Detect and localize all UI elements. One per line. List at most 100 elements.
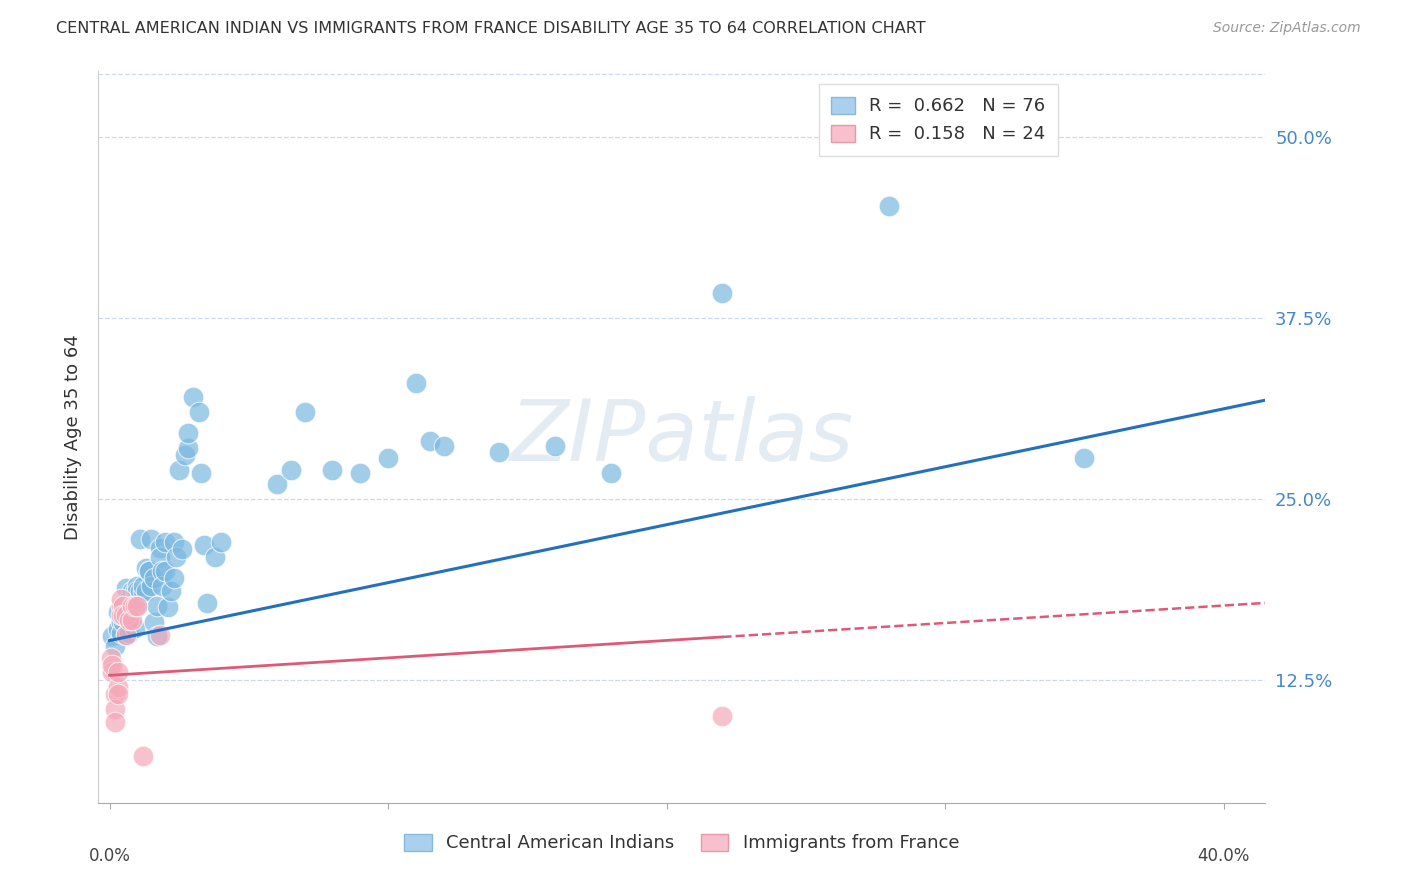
Point	[138, 564, 160, 578]
Point	[112, 607, 135, 622]
Text: Source: ZipAtlas.com: Source: ZipAtlas.com	[1213, 21, 1361, 36]
Point	[488, 445, 510, 459]
Point	[377, 451, 399, 466]
Point	[1073, 451, 1095, 466]
Point	[138, 564, 160, 578]
Point	[104, 701, 127, 715]
Point	[157, 600, 180, 615]
Point	[107, 687, 129, 701]
Text: 0.158: 0.158	[820, 136, 876, 153]
Text: 24: 24	[946, 136, 970, 153]
Point	[110, 607, 132, 622]
Point	[112, 615, 135, 629]
Point	[280, 463, 302, 477]
Point	[209, 535, 232, 549]
Point	[195, 596, 218, 610]
Point	[544, 440, 567, 454]
Point	[101, 665, 124, 680]
Point	[155, 564, 177, 578]
Text: CENTRAL AMERICAN INDIAN VS IMMIGRANTS FROM FRANCE DISABILITY AGE 35 TO 64 CORREL: CENTRAL AMERICAN INDIAN VS IMMIGRANTS FR…	[56, 21, 927, 37]
Point	[181, 390, 204, 404]
Point	[121, 584, 143, 599]
Point	[266, 477, 288, 491]
Point	[118, 613, 141, 627]
Text: 0.662: 0.662	[820, 104, 876, 122]
Point	[101, 658, 124, 673]
Point	[349, 466, 371, 480]
Point	[110, 591, 132, 606]
Point	[118, 591, 141, 606]
Point	[107, 665, 129, 680]
Point	[127, 578, 149, 592]
Point	[143, 571, 166, 585]
Point	[152, 578, 174, 592]
Point	[132, 584, 155, 599]
Point	[115, 628, 138, 642]
Point	[165, 549, 187, 564]
Point	[204, 549, 226, 564]
Point	[112, 607, 135, 622]
Point	[155, 535, 177, 549]
Point	[149, 628, 172, 642]
Point	[115, 582, 138, 596]
Point	[176, 441, 198, 455]
Y-axis label: Disability Age 35 to 64: Disability Age 35 to 64	[63, 334, 82, 540]
Point	[132, 749, 155, 764]
Point	[121, 613, 143, 627]
Point	[149, 549, 172, 564]
Point	[110, 626, 132, 640]
Point	[419, 434, 441, 448]
Text: ZIPatlas: ZIPatlas	[510, 395, 853, 479]
Point	[176, 426, 198, 441]
Point	[141, 578, 163, 592]
Point	[167, 463, 190, 477]
Point	[127, 599, 149, 613]
Point	[170, 542, 193, 557]
Point	[104, 687, 127, 701]
Point	[112, 599, 135, 613]
Point	[115, 607, 138, 622]
Point	[129, 584, 152, 599]
Point	[127, 599, 149, 613]
Point	[146, 629, 169, 643]
Point	[193, 538, 215, 552]
Point	[107, 680, 129, 694]
Point	[160, 584, 183, 599]
Point	[107, 605, 129, 619]
Point	[121, 599, 143, 613]
Point	[187, 405, 209, 419]
Point	[127, 584, 149, 599]
Point	[107, 622, 129, 636]
Point	[110, 615, 132, 629]
Point	[104, 714, 127, 729]
Text: 0.0%: 0.0%	[89, 847, 131, 864]
Point	[162, 571, 184, 585]
Point	[149, 541, 172, 555]
Point	[118, 626, 141, 640]
Point	[132, 578, 155, 592]
Text: 76: 76	[946, 104, 970, 122]
Point	[110, 599, 132, 613]
Point	[152, 564, 174, 578]
Point	[100, 651, 122, 665]
Point	[121, 599, 143, 613]
Point	[599, 466, 621, 480]
Point	[879, 199, 901, 213]
Point	[115, 628, 138, 642]
Point	[101, 629, 124, 643]
Point	[124, 584, 146, 599]
Point	[118, 599, 141, 613]
Point	[405, 376, 427, 390]
Point	[135, 584, 157, 599]
Point	[321, 463, 343, 477]
Point	[143, 615, 166, 629]
Point	[173, 448, 195, 462]
Text: 40.0%: 40.0%	[1198, 847, 1250, 864]
Point	[294, 405, 316, 419]
Point	[711, 285, 734, 300]
Point	[433, 440, 456, 454]
Point	[112, 599, 135, 613]
Point	[190, 466, 212, 480]
Point	[146, 599, 169, 613]
Point	[104, 640, 127, 654]
